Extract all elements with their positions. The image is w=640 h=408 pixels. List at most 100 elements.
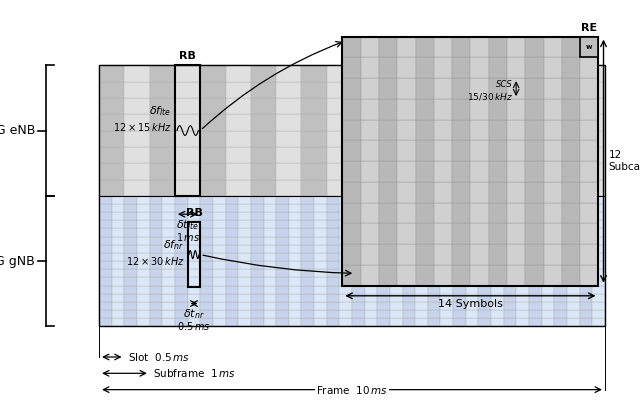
Bar [466, 318, 479, 326]
Bar [99, 131, 124, 147]
Bar [529, 237, 541, 245]
Bar [124, 82, 150, 98]
Bar [562, 140, 580, 161]
Bar [541, 310, 554, 318]
Bar [440, 245, 453, 253]
Bar [352, 131, 377, 147]
Bar [516, 294, 529, 302]
Bar [452, 140, 470, 161]
Bar [213, 286, 225, 294]
Bar [466, 310, 479, 318]
Bar [150, 286, 163, 294]
Bar [112, 237, 124, 245]
Bar [579, 114, 605, 131]
Bar [289, 294, 301, 302]
Bar [188, 220, 200, 228]
Bar [326, 228, 339, 237]
Bar [415, 265, 434, 286]
Bar [326, 147, 352, 163]
Bar [452, 37, 470, 58]
Bar [276, 131, 301, 147]
Bar [137, 196, 150, 204]
Bar [541, 204, 554, 212]
Bar [479, 196, 491, 204]
Bar [326, 196, 339, 204]
Bar [525, 244, 543, 265]
Bar [150, 318, 163, 326]
Bar [200, 245, 213, 253]
Bar [415, 269, 428, 277]
Bar [200, 98, 225, 114]
Bar [342, 99, 361, 120]
Bar [365, 269, 378, 277]
Bar [579, 318, 592, 326]
Bar [504, 286, 516, 294]
Bar [379, 161, 397, 182]
Bar [390, 237, 403, 245]
Bar [554, 180, 579, 196]
Bar [352, 114, 377, 131]
Bar [112, 253, 124, 261]
Bar [397, 120, 415, 140]
Bar [466, 286, 479, 294]
Bar [579, 277, 592, 286]
Bar [150, 204, 163, 212]
Bar [99, 98, 124, 114]
Bar [276, 180, 301, 196]
Bar [124, 180, 150, 196]
Bar [554, 228, 567, 237]
Bar [580, 140, 598, 161]
Bar [554, 65, 579, 82]
Bar [163, 294, 175, 302]
Text: $15/30\,kHz$: $15/30\,kHz$ [467, 91, 513, 102]
Bar [365, 212, 378, 220]
Bar [390, 228, 403, 237]
Bar [415, 120, 434, 140]
Bar [554, 114, 579, 131]
Bar [440, 261, 453, 269]
Bar [213, 245, 225, 253]
Bar [124, 212, 137, 220]
Bar [264, 261, 276, 269]
Bar [339, 237, 352, 245]
Bar [352, 65, 377, 82]
Bar [562, 78, 580, 99]
Bar [378, 253, 390, 261]
Bar [339, 253, 352, 261]
Bar [415, 237, 428, 245]
Bar [479, 180, 504, 196]
Bar [326, 82, 352, 98]
Bar [150, 253, 163, 261]
Bar [379, 224, 397, 244]
Bar [403, 180, 428, 196]
Bar [525, 265, 543, 286]
Bar [301, 286, 314, 294]
Bar [378, 228, 390, 237]
Bar [543, 58, 562, 78]
Bar [365, 294, 378, 302]
Bar [352, 204, 365, 212]
Bar [276, 294, 289, 302]
Bar [124, 114, 150, 131]
Bar [342, 140, 361, 161]
Bar [440, 269, 453, 277]
Bar [403, 286, 415, 294]
Bar [213, 277, 225, 286]
Bar [378, 98, 403, 114]
Bar [188, 204, 200, 212]
Bar [112, 220, 124, 228]
Bar [339, 245, 352, 253]
Bar [543, 203, 562, 224]
Bar [175, 131, 200, 147]
Bar [99, 147, 124, 163]
Bar [390, 269, 403, 277]
Bar [314, 245, 326, 253]
Bar [479, 237, 491, 245]
Bar [276, 302, 289, 310]
Bar [466, 277, 479, 286]
Bar [562, 99, 580, 120]
Bar [390, 204, 403, 212]
Bar [428, 286, 440, 294]
Bar [491, 277, 504, 286]
Bar [225, 237, 238, 245]
